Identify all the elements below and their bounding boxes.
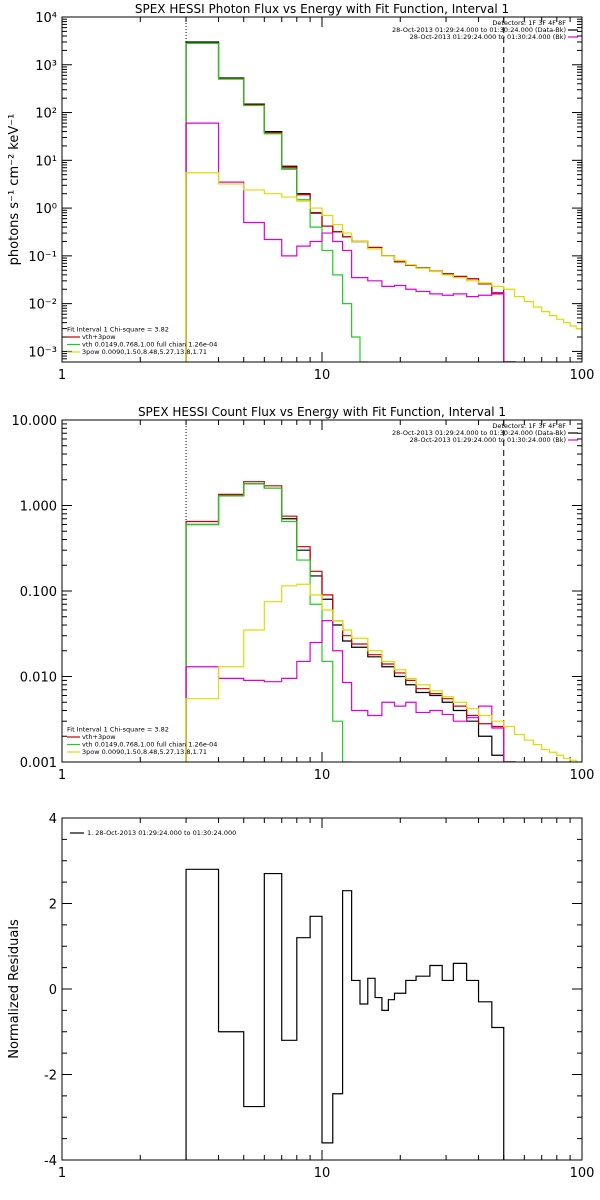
legend-entry: 28-Oct-2013 01:29:24.000 to 01:30:24.000… [410,33,566,41]
legend-entry: vth+3pow [82,733,116,741]
x-tick-label: 10 [314,768,331,783]
y-tick-label: 10⁰ [35,202,57,217]
legend-entry: vth+3pow [82,333,116,341]
legend-entry: 28-Oct-2013 01:29:24.000 to 01:30:24.000… [392,26,566,34]
y-tick-label: 10¹ [35,154,57,169]
x-tick-label: 100 [570,368,595,383]
y-tick-label: 10² [35,107,57,122]
y-tick-label: -4 [44,1154,57,1169]
legend-entry: 1. 28-Oct-2013 01:29:24.000 to 01:30:24.… [87,829,236,837]
x-tick-label: 1 [58,1166,66,1181]
y-axis-label: photons s⁻¹ cm⁻² keV⁻¹ [7,114,22,266]
x-tick-label: 100 [570,768,595,783]
y-tick-label: 0.100 [20,585,57,600]
y-tick-label: 0.010 [20,671,57,686]
y-tick-label: 10⁴ [35,11,57,26]
y-axis-label: Normalized Residuals [7,919,22,1059]
series-line-5 [185,172,582,362]
chart-panel-2: SPEX HESSI Count Flux vs Energy with Fit… [12,405,595,783]
series-line-3 [185,42,369,362]
y-tick-label: 10⁻² [28,298,57,313]
plot-frame [61,16,583,363]
legend-entry: 3pow 0.0090,1.50,8.48,5.27,13.8,1.71 [82,348,207,356]
y-tick-label: 10⁻¹ [28,250,57,265]
series-line-2 [185,42,516,362]
legend-entry: vth 0.0149,0.768,1.00 full chian 1.26e-0… [82,341,217,349]
legend-entry: 28-Oct-2013 01:29:24.000 to 01:30:24.000… [410,436,566,444]
series-line-1 [185,41,516,362]
legend-entry: 28-Oct-2013 01:29:24.000 to 01:30:24.000… [392,429,566,437]
x-tick-label: 1 [58,768,66,783]
legend-entry: Fit Interval 1 Chi-square = 3.82 [67,326,169,334]
legend-entry: vth 0.0149,0.768,1.00 full chian 1.26e-0… [82,741,217,749]
y-tick-label: 4 [49,812,57,827]
legend-entry: Detectors: 1F 3F 4F 8F [492,422,566,430]
chart-panel-3: Normalized Residuals 1 10 100 -4 -2 0 2 4 1. 28-O… [7,812,594,1181]
chart-title: SPEX HESSI Photon Flux vs Energy with Fi… [135,2,509,16]
legend-bottom: Fit Interval 1 Chi-square = 3.82vth+3pow… [67,326,217,356]
y-tick-label: 10.000 [12,414,58,429]
x-tick-label: 1 [58,368,66,383]
series-line-1 [185,868,505,1160]
chart-title: SPEX HESSI Count Flux vs Energy with Fit… [138,405,506,419]
legend-entry: Fit Interval 1 Chi-square = 3.82 [67,726,169,734]
legend-entry: Detectors: 1F 3F 4F 8F [492,19,566,27]
legend-top: 1. 28-Oct-2013 01:29:24.000 to 01:30:24.… [70,829,236,837]
y-tick-label: -2 [44,1069,57,1084]
plot-frame [61,419,583,763]
series-line-4 [185,620,516,762]
y-tick-label: 0.001 [20,756,57,771]
y-tick-label: 10⁻³ [28,345,57,360]
series-line-3 [185,483,353,762]
plot-frame [61,817,583,1161]
x-tick-label: 10 [314,1166,331,1181]
y-tick-label: 0 [49,983,57,998]
y-tick-label: 10³ [35,59,57,74]
series-line-4 [185,122,516,362]
legend-entry: 3pow 0.0090,1.50,8.48,5.27,13.8,1.71 [82,748,207,756]
legend-bottom: Fit Interval 1 Chi-square = 3.82vth+3pow… [67,726,217,756]
x-tick-label: 100 [570,1166,595,1181]
series-line-5 [185,583,582,762]
x-tick-label: 10 [314,368,331,383]
y-tick-label: 2 [49,898,57,913]
chart-panel-1: SPEX HESSI Photon Flux vs Energy with Fi… [7,2,594,383]
y-tick-label: 1.000 [20,500,57,515]
